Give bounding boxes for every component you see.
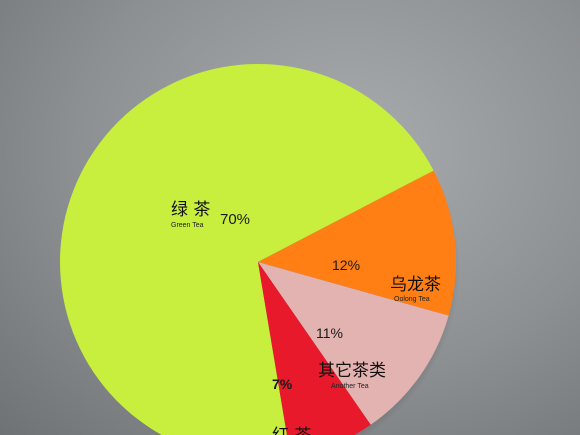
oolong-tea-en-label: Oolong Tea (394, 296, 430, 303)
green-tea-en-label: Green Tea (171, 222, 204, 229)
another-tea-cn-label: 其它茶类 (318, 361, 386, 381)
another-tea-pct-label: 11% (316, 325, 343, 341)
green-tea-cn-label: 绿 茶 (171, 200, 210, 220)
pie-slices (60, 64, 456, 435)
black-tea-slice (258, 262, 371, 435)
black-tea-cn-label: 红 茶 (272, 426, 311, 435)
black-tea-pct-label: 7% (272, 376, 293, 392)
oolong-tea-cn-label: 乌龙茶 (390, 275, 441, 295)
green-tea-slice (60, 64, 434, 435)
green-tea-pct-label: 70% (220, 211, 250, 228)
oolong-tea-slice (258, 170, 456, 316)
another-tea-slice (258, 262, 449, 425)
oolong-tea-pct-label: 12% (332, 257, 360, 273)
another-tea-en-label: Another Tea (331, 383, 369, 390)
